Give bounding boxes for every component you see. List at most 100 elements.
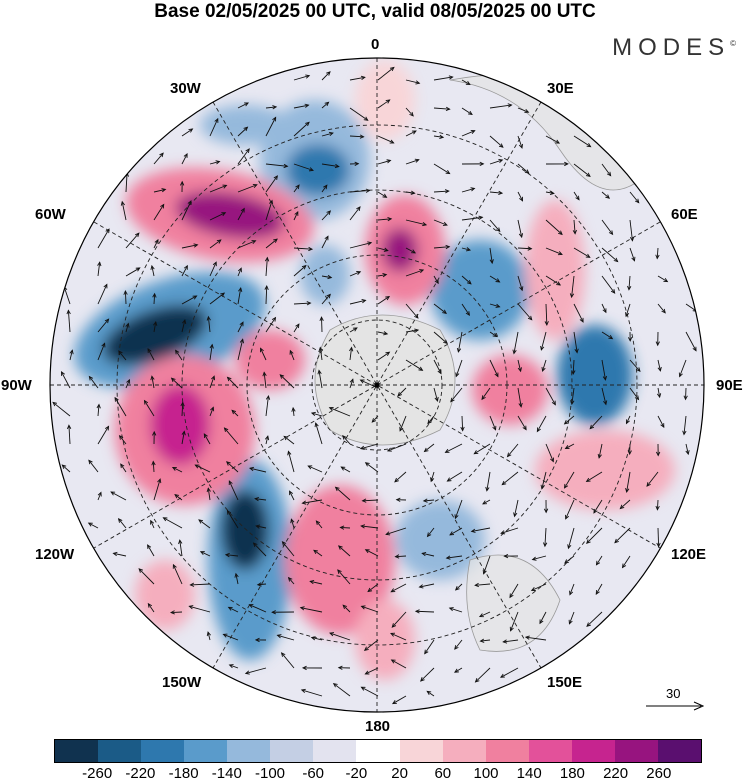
- wind-vector-head: [454, 586, 460, 591]
- colorbar-tick-label: -60: [302, 765, 325, 782]
- wind-vector-head: [512, 349, 517, 355]
- wind-vector-head: [557, 251, 563, 256]
- wind-vector: [565, 499, 575, 520]
- wind-vector: [629, 359, 641, 372]
- wind-vector-head: [500, 530, 506, 535]
- wind-vector-head: [394, 554, 400, 559]
- wind-vector: [489, 303, 500, 308]
- colorbar-segment: [227, 740, 271, 762]
- lon-label-30e: 30E: [547, 80, 574, 97]
- wind-vector-head: [558, 230, 563, 236]
- wind-vector: [377, 218, 392, 221]
- wind-vector-head: [479, 638, 485, 643]
- wind-vector-head: [342, 604, 348, 610]
- wind-vector-head: [97, 261, 102, 267]
- wind-vector: [424, 443, 435, 452]
- wind-vector-head: [426, 690, 432, 696]
- wind-vector-head: [324, 101, 330, 107]
- wind-vector-head: [498, 158, 504, 164]
- wind-vector-head: [422, 498, 428, 503]
- wind-vector-head: [446, 477, 452, 482]
- wind-vector: [405, 359, 423, 371]
- wind-vector-head: [550, 457, 554, 463]
- wind-vector-head: [636, 367, 641, 372]
- wind-vector: [257, 583, 267, 586]
- wind-vector-head: [183, 152, 188, 158]
- wind-vector-head: [442, 221, 448, 226]
- wind-vector: [601, 219, 613, 235]
- wind-vector: [426, 690, 435, 697]
- wind-vector-head: [273, 238, 278, 243]
- reference-vector-label: 30: [666, 686, 681, 701]
- wind-vector-head: [506, 452, 512, 458]
- wind-vector: [391, 611, 407, 628]
- wind-vector-head: [569, 590, 574, 596]
- wind-vector-head: [465, 80, 471, 86]
- wind-vector: [289, 350, 295, 361]
- wind-vector: [679, 359, 687, 377]
- wind-vector: [293, 104, 309, 109]
- wind-vector: [209, 184, 227, 193]
- wind-vector: [517, 415, 527, 430]
- wind-vector: [293, 184, 300, 193]
- wind-vector: [68, 425, 71, 445]
- wind-vector-head: [518, 233, 524, 239]
- wind-vector-head: [135, 267, 141, 272]
- wind-vector: [179, 540, 183, 557]
- wind-vector: [292, 407, 295, 417]
- wind-vector: [517, 135, 523, 149]
- wind-vector: [147, 348, 155, 361]
- wind-vector: [391, 659, 407, 669]
- wind-vector: [503, 639, 519, 643]
- wind-vector: [461, 275, 472, 285]
- wind-vector: [125, 379, 130, 389]
- wind-vector-head: [170, 377, 176, 383]
- wind-vector-head: [423, 447, 429, 453]
- wind-vector-head: [365, 188, 371, 193]
- lon-label-150w: 150W: [162, 674, 202, 691]
- wind-vector-head: [364, 670, 370, 675]
- wind-vector-head: [682, 430, 687, 436]
- wind-vector: [223, 634, 239, 641]
- wind-vector-head: [634, 395, 640, 401]
- wind-vector-head: [118, 350, 123, 356]
- wind-vector-head: [206, 631, 211, 637]
- wind-vector: [657, 275, 668, 283]
- wind-vector-head: [222, 184, 228, 189]
- wind-vector-head: [147, 544, 152, 549]
- wind-vector: [545, 275, 561, 286]
- wind-vector-head: [608, 230, 614, 236]
- wind-vector-head: [660, 423, 665, 429]
- wind-vector: [163, 517, 183, 529]
- wind-vector: [360, 443, 379, 450]
- wind-vector-head: [539, 619, 544, 625]
- wind-vector-head: [450, 397, 455, 403]
- wind-vector: [564, 415, 575, 425]
- wind-vector-head: [326, 71, 331, 76]
- wind-vector-head: [359, 379, 365, 384]
- wind-vector-head: [308, 246, 314, 252]
- wind-vector-head: [509, 593, 514, 599]
- wind-vector: [377, 135, 394, 144]
- wind-vector-head: [301, 264, 307, 270]
- wind-vector-head: [211, 375, 216, 381]
- colorbar-tick-label: 140: [516, 765, 542, 782]
- wind-vector: [377, 274, 387, 277]
- wind-vector: [365, 549, 379, 557]
- wind-vector-head: [244, 102, 250, 107]
- wind-vector-head: [426, 532, 432, 538]
- wind-vector: [517, 107, 529, 113]
- lon-label-120e: 120E: [671, 546, 707, 563]
- wind-vector: [489, 191, 503, 194]
- wind-vector: [203, 433, 211, 445]
- colorbar-segment: [571, 740, 615, 762]
- wind-vector-head: [228, 480, 233, 486]
- wind-vector-head: [150, 519, 155, 525]
- wind-vector: [614, 527, 631, 543]
- wind-vector-head: [395, 497, 401, 502]
- wind-vector-head: [498, 190, 504, 195]
- wind-vector: [209, 344, 213, 361]
- wind-vector-head: [509, 626, 514, 632]
- wind-vector: [480, 639, 491, 642]
- wind-vector-head: [448, 75, 454, 80]
